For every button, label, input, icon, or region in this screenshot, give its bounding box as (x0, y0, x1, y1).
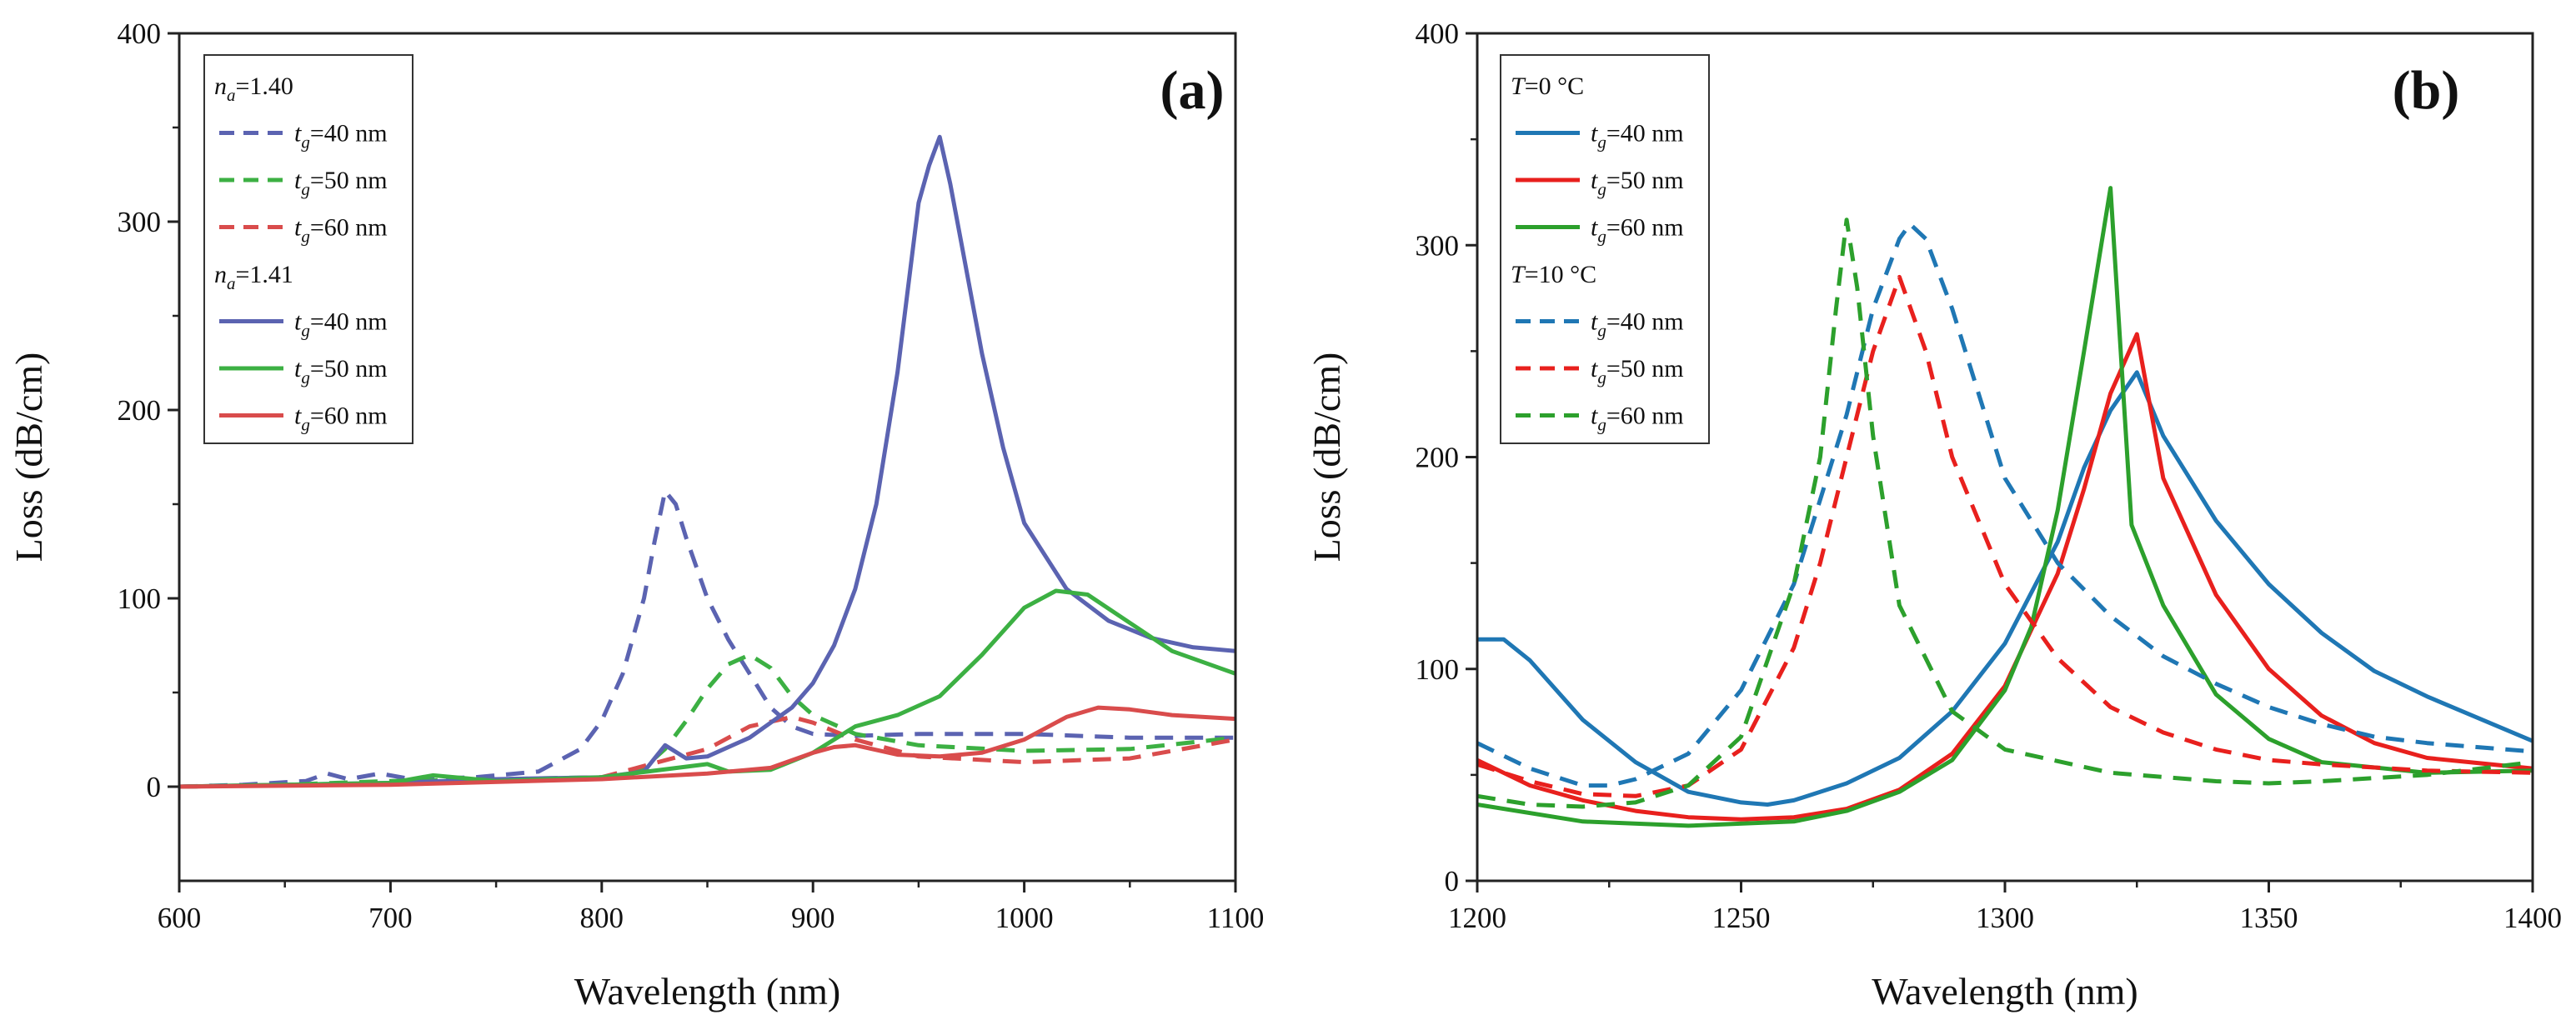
legend-entry-label: tg=50 nm (294, 355, 388, 388)
y-tick-label: 200 (118, 394, 162, 427)
series-line-dashed-3 (1477, 222, 2533, 788)
series-line-solid-0 (1477, 370, 2533, 807)
legend-group-title: na=1.41 (214, 261, 293, 293)
x-tick-label: 1300 (1976, 902, 2034, 934)
legend-group-title: T=0 °C (1511, 72, 1584, 100)
x-axis-label: Wavelength (nm) (1872, 970, 2137, 1012)
legend-entry-label: tg=40 nm (1591, 308, 1684, 341)
series-line-dashed-5 (1477, 218, 2533, 809)
x-tick-label: 800 (580, 902, 624, 934)
y-tick-label: 100 (1416, 653, 1460, 686)
y-tick-label: 0 (1445, 865, 1460, 898)
y-axis-label: Loss (dB/cm) (8, 352, 50, 562)
x-tick-label: 1250 (1712, 902, 1771, 934)
series-group (179, 134, 1235, 789)
series-line-solid-5 (179, 705, 1235, 789)
series-line-solid-2 (1477, 186, 2533, 828)
x-tick-label: 1100 (1207, 902, 1265, 934)
x-tick-label: 900 (791, 902, 835, 934)
y-tick-label: 100 (118, 582, 162, 615)
legend-entry-label: tg=40 nm (294, 120, 388, 152)
legend-group-title: na=1.40 (214, 72, 293, 105)
legend-entry-label: tg=50 nm (1591, 355, 1684, 388)
chart-panel-a: 600 700 800 900 1000 1100 0 100 200 300 400 Wavelen… (8, 18, 1264, 1012)
y-tick-label: 300 (1416, 229, 1460, 262)
series-line-dashed-4 (1477, 274, 2533, 798)
x-tick-label: 1000 (995, 902, 1054, 934)
legend-entry-label: tg=60 nm (1591, 214, 1684, 247)
y-tick-label: 0 (147, 771, 162, 803)
legend-entry-label: tg=50 nm (294, 167, 388, 199)
legend-entry-label: tg=60 nm (294, 214, 388, 247)
legend-box (1500, 54, 1710, 444)
x-tick-label: 1200 (1448, 902, 1506, 934)
x-axis-label: Wavelength (nm) (574, 970, 840, 1012)
x-tick-label: 1400 (2503, 902, 2562, 934)
y-tick-label: 400 (118, 18, 162, 50)
series-line-dashed-2 (179, 714, 1235, 789)
series-line-solid-3 (179, 134, 1235, 789)
legend-entry-label: tg=60 nm (1591, 402, 1684, 435)
y-tick-label: 200 (1416, 442, 1460, 474)
y-tick-label: 400 (1416, 18, 1460, 50)
legend-entry-label: tg=40 nm (1591, 120, 1684, 152)
series-line-dashed-1 (179, 652, 1235, 789)
legend-entry-label: tg=50 nm (1591, 167, 1684, 199)
legend-entry-label: tg=60 nm (294, 402, 388, 435)
legend-box (203, 54, 413, 444)
chart-panel-b: 1200 1250 1300 1350 1400 0 100 200 300 400 Wavelen… (1306, 18, 2562, 1012)
panel-label: (a) (1160, 60, 1225, 121)
x-tick-label: 1350 (2240, 902, 2298, 934)
x-tick-label: 700 (368, 902, 413, 934)
y-axis-label: Loss (dB/cm) (1306, 352, 1348, 562)
legend-group-title: T=10 °C (1511, 261, 1596, 288)
legend-entry-label: tg=40 nm (294, 308, 388, 341)
x-tick-label: 600 (158, 902, 202, 934)
y-tick-label: 300 (118, 206, 162, 238)
series-group (1477, 186, 2533, 828)
series-line-dashed-0 (179, 488, 1235, 789)
panel-label: (b) (2393, 60, 2460, 121)
